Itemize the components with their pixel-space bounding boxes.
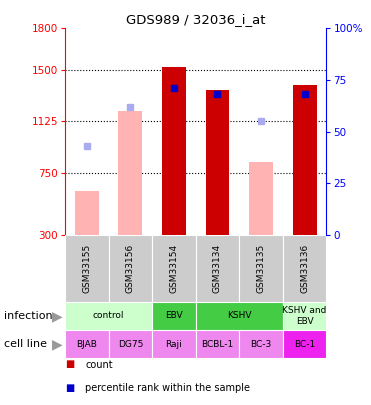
- Bar: [118, 111, 142, 235]
- Bar: [196, 235, 239, 302]
- Bar: [65, 235, 109, 302]
- Text: percentile rank within the sample: percentile rank within the sample: [85, 383, 250, 392]
- Bar: [152, 235, 196, 302]
- Text: ■: ■: [65, 383, 74, 392]
- Text: GSM33134: GSM33134: [213, 244, 222, 293]
- Text: cell line: cell line: [4, 339, 47, 349]
- Text: count: count: [85, 360, 113, 369]
- Text: DG75: DG75: [118, 340, 143, 349]
- Bar: [152, 330, 196, 358]
- Bar: [249, 162, 273, 235]
- Text: KSHV and
EBV: KSHV and EBV: [282, 306, 327, 326]
- Bar: [65, 302, 152, 330]
- Text: GSM33135: GSM33135: [257, 244, 266, 293]
- Bar: [206, 90, 230, 235]
- Text: ▶: ▶: [52, 309, 63, 323]
- Bar: [283, 235, 326, 302]
- Text: BC-1: BC-1: [294, 340, 315, 349]
- Text: GSM33154: GSM33154: [170, 244, 178, 293]
- Text: GSM33155: GSM33155: [82, 244, 91, 293]
- Text: Raji: Raji: [165, 340, 182, 349]
- Bar: [293, 85, 317, 235]
- Bar: [283, 302, 326, 330]
- Text: BC-3: BC-3: [250, 340, 272, 349]
- Bar: [283, 330, 326, 358]
- Bar: [239, 235, 283, 302]
- Bar: [196, 330, 239, 358]
- Bar: [196, 302, 283, 330]
- Bar: [75, 191, 99, 235]
- Text: infection: infection: [4, 311, 52, 321]
- Text: GSM33156: GSM33156: [126, 244, 135, 293]
- Text: BJAB: BJAB: [76, 340, 97, 349]
- Text: ■: ■: [65, 360, 74, 369]
- Text: GSM33136: GSM33136: [300, 244, 309, 293]
- Bar: [152, 302, 196, 330]
- Bar: [65, 330, 109, 358]
- Bar: [109, 330, 152, 358]
- Title: GDS989 / 32036_i_at: GDS989 / 32036_i_at: [126, 13, 266, 26]
- Text: KSHV: KSHV: [227, 311, 252, 320]
- Text: BCBL-1: BCBL-1: [201, 340, 234, 349]
- Bar: [239, 330, 283, 358]
- Bar: [109, 235, 152, 302]
- Text: ▶: ▶: [52, 337, 63, 351]
- Text: EBV: EBV: [165, 311, 183, 320]
- Bar: [162, 67, 186, 235]
- Text: control: control: [93, 311, 124, 320]
